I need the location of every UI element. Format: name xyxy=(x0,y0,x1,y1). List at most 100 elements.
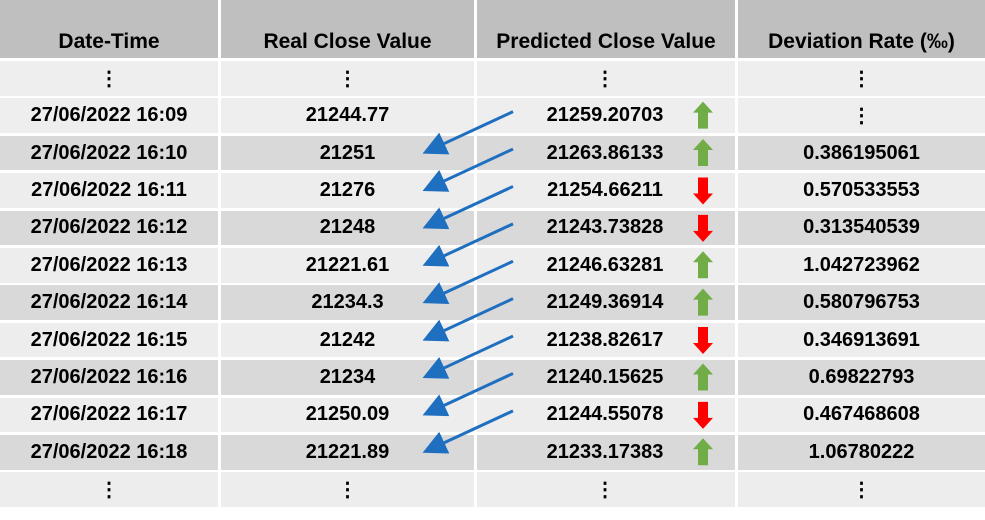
table-cell: 27/06/2022 16:17 xyxy=(0,397,218,433)
cell-text: 21246.63281 xyxy=(546,253,664,276)
cell-text: 21276 xyxy=(319,178,376,201)
cell-text: 21244.77 xyxy=(305,104,390,127)
table-cell: 27/06/2022 16:13 xyxy=(0,248,218,283)
shift-arrow xyxy=(422,334,514,379)
table-cell: 21244.77 xyxy=(221,98,474,133)
cell-text: 21254.66211 xyxy=(547,178,663,201)
table-cell: 21249.36914 xyxy=(477,285,735,320)
trend-down-icon xyxy=(693,214,713,242)
cell-text: 27/06/2022 16:14 xyxy=(30,291,188,314)
cell-text: 21243.73828 xyxy=(546,216,664,239)
cell-text: 0.386195061 xyxy=(803,141,920,164)
shift-arrow xyxy=(422,110,514,155)
cell-text: 0.69822793 xyxy=(808,365,915,388)
table-cell: 0.313540539 xyxy=(738,210,985,246)
shift-arrow xyxy=(422,259,514,304)
cell-text: 21234.3 xyxy=(311,291,384,314)
table-cell: 0.386195061 xyxy=(738,135,985,171)
cell-text: 21248 xyxy=(319,216,376,239)
table-cell: 27/06/2022 16:18 xyxy=(0,435,218,470)
cell-text: 0.313540539 xyxy=(803,216,920,239)
table-cell: 27/06/2022 16:11 xyxy=(0,173,218,208)
table-cell: ⋮ xyxy=(0,472,218,507)
table-cell: 1.042723962 xyxy=(738,248,985,283)
shift-arrow xyxy=(422,185,514,230)
cell-text: 21251 xyxy=(319,141,376,164)
table-cell: ⋮ xyxy=(221,61,474,96)
shift-arrow xyxy=(422,409,514,454)
shift-arrow xyxy=(422,147,514,192)
table-cell: 21238.82617 xyxy=(477,322,735,358)
cell-text: 0.570533553 xyxy=(803,178,920,201)
cell-text: 27/06/2022 16:12 xyxy=(30,216,188,239)
trend-up-icon xyxy=(693,101,713,129)
trend-up-icon xyxy=(693,288,713,316)
cell-text: 21259.20703 xyxy=(546,104,664,127)
table-cell: 0.580796753 xyxy=(738,285,985,320)
trend-up-icon xyxy=(693,363,713,391)
cell-text: ⋮ xyxy=(595,479,615,502)
cell-text: 27/06/2022 16:11 xyxy=(31,178,187,201)
trend-up-icon xyxy=(693,251,713,279)
trend-down-icon xyxy=(693,177,713,205)
header-cell: Date-Time xyxy=(0,0,218,58)
cell-text: 21244.55078 xyxy=(546,403,664,426)
table-cell: 27/06/2022 16:15 xyxy=(0,322,218,358)
cell-text: 27/06/2022 16:10 xyxy=(30,141,188,164)
cell-text: 21249.36914 xyxy=(546,291,664,314)
cell-text: 21242 xyxy=(319,328,376,351)
table-cell: 21259.20703 xyxy=(477,98,735,133)
table-cell: 21246.63281 xyxy=(477,248,735,283)
table-cell: 1.06780222 xyxy=(738,435,985,470)
cell-text: 21250.09 xyxy=(305,403,390,426)
table-cell: ⋮ xyxy=(0,61,218,96)
table-cell: 0.570533553 xyxy=(738,173,985,208)
table-cell: 27/06/2022 16:14 xyxy=(0,285,218,320)
table-cell: 0.69822793 xyxy=(738,360,985,395)
cell-text: ⋮ xyxy=(99,67,119,90)
table-cell: 21240.15625 xyxy=(477,360,735,395)
header-cell: Predicted Close Value xyxy=(477,0,735,58)
cell-text: ⋮ xyxy=(595,67,615,90)
table-cell: ⋮ xyxy=(477,472,735,507)
cell-text: ⋮ xyxy=(851,67,872,90)
cell-text: 21221.89 xyxy=(305,440,390,463)
cell-text: 21238.82617 xyxy=(546,328,664,351)
table-cell: 27/06/2022 16:10 xyxy=(0,135,218,171)
cell-text: 27/06/2022 16:15 xyxy=(30,328,188,351)
table-cell: 21244.55078 xyxy=(477,397,735,433)
cell-text: 27/06/2022 16:13 xyxy=(30,253,188,276)
cell-text: 0.580796753 xyxy=(803,291,920,314)
table-cell: 27/06/2022 16:16 xyxy=(0,360,218,395)
table-cell: ⋮ xyxy=(738,98,985,133)
table-cell: ⋮ xyxy=(477,61,735,96)
table-cell: 21243.73828 xyxy=(477,210,735,246)
header-cell: Deviation Rate (‰) xyxy=(738,0,985,58)
cell-text: ⋮ xyxy=(337,67,358,90)
cell-text: 21221.61 xyxy=(305,253,390,276)
cell-text: 1.06780222 xyxy=(808,440,915,463)
cell-text: 27/06/2022 16:09 xyxy=(30,104,188,127)
cell-text: 27/06/2022 16:16 xyxy=(30,365,188,388)
table-cell: ⋮ xyxy=(738,472,985,507)
table-cell: ⋮ xyxy=(221,472,474,507)
trend-down-icon xyxy=(693,401,713,429)
cell-text: 1.042723962 xyxy=(803,253,920,276)
table-cell: 21254.66211 xyxy=(477,173,735,208)
header-cell: Real Close Value xyxy=(221,0,474,58)
table-cell: 0.346913691 xyxy=(738,322,985,358)
cell-text: ⋮ xyxy=(851,105,872,128)
cell-text: ⋮ xyxy=(337,479,358,502)
cell-text: 21240.15625 xyxy=(546,365,664,388)
cell-text: 27/06/2022 16:17 xyxy=(30,403,188,426)
table-cell: ⋮ xyxy=(738,61,985,96)
shift-arrow xyxy=(422,297,514,342)
shift-arrow xyxy=(422,372,514,417)
trend-down-icon xyxy=(693,327,713,355)
cell-text: 21263.86133 xyxy=(546,141,664,164)
cell-text: 0.467468608 xyxy=(803,403,920,426)
trend-up-icon xyxy=(693,438,713,466)
trend-up-icon xyxy=(693,139,713,167)
